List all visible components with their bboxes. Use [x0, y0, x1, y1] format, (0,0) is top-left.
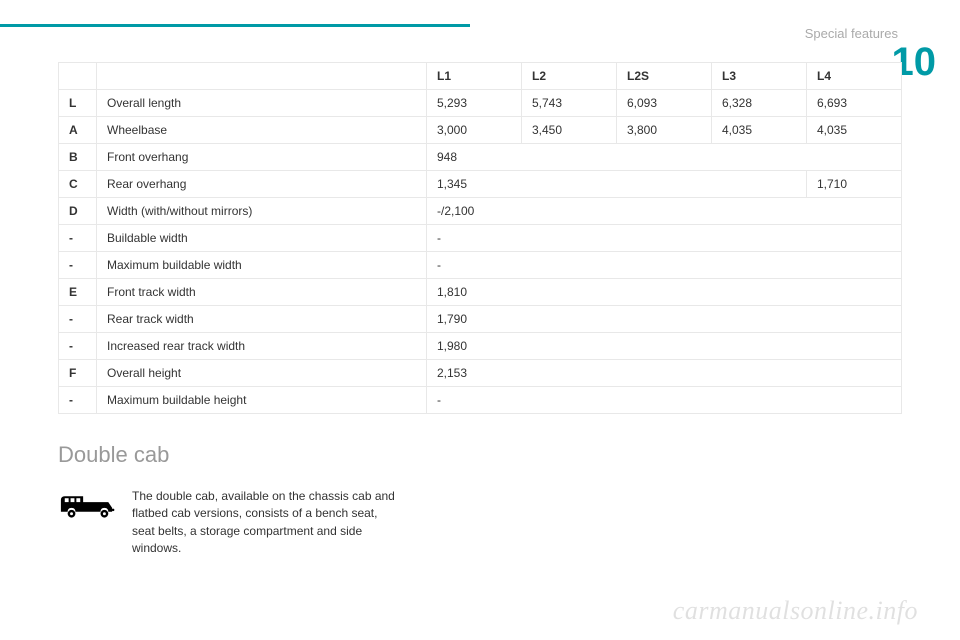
- cell-code: -: [59, 225, 97, 252]
- table-row: AWheelbase3,0003,4503,8004,0354,035: [59, 117, 902, 144]
- th-blank-code: [59, 63, 97, 90]
- table-row: -Buildable width-: [59, 225, 902, 252]
- cell-value: 5,743: [522, 90, 617, 117]
- table-row: -Maximum buildable width-: [59, 252, 902, 279]
- cell-label: Rear track width: [97, 306, 427, 333]
- table-row: FOverall height2,153: [59, 360, 902, 387]
- cell-label: Rear overhang: [97, 171, 427, 198]
- cell-label: Maximum buildable width: [97, 252, 427, 279]
- double-cab-block: The double cab, available on the chassis…: [58, 488, 398, 558]
- cell-value: -: [427, 387, 902, 414]
- double-cab-title: Double cab: [58, 442, 902, 468]
- cell-code: C: [59, 171, 97, 198]
- table-body: LOverall length5,2935,7436,0936,3286,693…: [59, 90, 902, 414]
- th-l3: L3: [712, 63, 807, 90]
- cell-value: 948: [427, 144, 902, 171]
- cell-code: D: [59, 198, 97, 225]
- table-row: -Rear track width1,790: [59, 306, 902, 333]
- cell-value: 2,153: [427, 360, 902, 387]
- cell-value: 1,790: [427, 306, 902, 333]
- cell-value: 6,328: [712, 90, 807, 117]
- cell-value: 3,000: [427, 117, 522, 144]
- page-content: L1 L2 L2S L3 L4 LOverall length5,2935,74…: [58, 62, 902, 558]
- th-l4: L4: [807, 63, 902, 90]
- th-l1: L1: [427, 63, 522, 90]
- cell-label: Overall height: [97, 360, 427, 387]
- cell-code: F: [59, 360, 97, 387]
- table-row: BFront overhang948: [59, 144, 902, 171]
- cell-code: -: [59, 306, 97, 333]
- cell-label: Increased rear track width: [97, 333, 427, 360]
- th-l2: L2: [522, 63, 617, 90]
- cell-value: 1,980: [427, 333, 902, 360]
- watermark: carmanualsonline.info: [673, 596, 918, 626]
- table-row: -Increased rear track width1,980: [59, 333, 902, 360]
- cell-code: -: [59, 252, 97, 279]
- cell-value: 4,035: [712, 117, 807, 144]
- cell-value: 1,810: [427, 279, 902, 306]
- table-row: CRear overhang1,3451,710: [59, 171, 902, 198]
- cell-label: Buildable width: [97, 225, 427, 252]
- cell-label: Wheelbase: [97, 117, 427, 144]
- accent-bar: [0, 24, 470, 27]
- section-label: Special features: [805, 26, 898, 41]
- dimensions-table: L1 L2 L2S L3 L4 LOverall length5,2935,74…: [58, 62, 902, 414]
- cell-value: 1,345: [427, 171, 807, 198]
- table-row: -Maximum buildable height-: [59, 387, 902, 414]
- cell-value: 4,035: [807, 117, 902, 144]
- cell-code: A: [59, 117, 97, 144]
- table-row: DWidth (with/without mirrors)-/2,100: [59, 198, 902, 225]
- th-l2s: L2S: [617, 63, 712, 90]
- cell-code: L: [59, 90, 97, 117]
- cell-code: -: [59, 387, 97, 414]
- cell-value: 5,293: [427, 90, 522, 117]
- cell-value: -/2,100: [427, 198, 902, 225]
- cell-label: Width (with/without mirrors): [97, 198, 427, 225]
- cell-value: 6,693: [807, 90, 902, 117]
- cell-label: Front overhang: [97, 144, 427, 171]
- cell-value: -: [427, 225, 902, 252]
- cell-value: 1,710: [807, 171, 902, 198]
- cell-value: -: [427, 252, 902, 279]
- cell-value: 6,093: [617, 90, 712, 117]
- double-cab-text: The double cab, available on the chassis…: [132, 488, 398, 558]
- table-row: EFront track width1,810: [59, 279, 902, 306]
- cell-label: Front track width: [97, 279, 427, 306]
- cell-label: Overall length: [97, 90, 427, 117]
- cell-code: E: [59, 279, 97, 306]
- cell-value: 3,800: [617, 117, 712, 144]
- table-row: LOverall length5,2935,7436,0936,3286,693: [59, 90, 902, 117]
- th-blank-label: [97, 63, 427, 90]
- cell-code: -: [59, 333, 97, 360]
- cell-code: B: [59, 144, 97, 171]
- van-icon: [58, 488, 116, 527]
- cell-label: Maximum buildable height: [97, 387, 427, 414]
- cell-value: 3,450: [522, 117, 617, 144]
- table-header-row: L1 L2 L2S L3 L4: [59, 63, 902, 90]
